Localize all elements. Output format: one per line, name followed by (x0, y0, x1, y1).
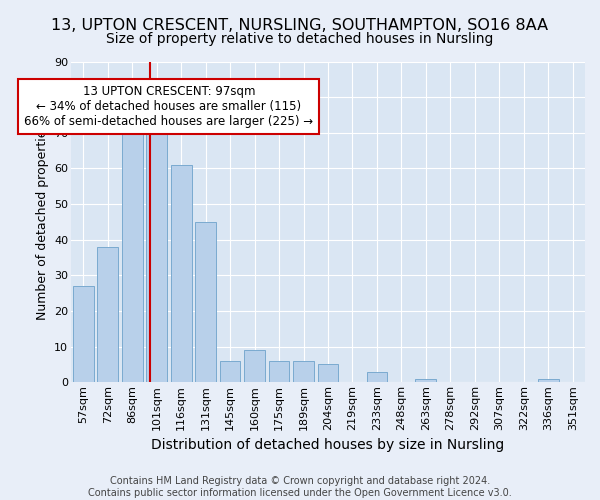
Bar (122, 129, 143, 382)
Text: 13 UPTON CRESCENT: 97sqm
← 34% of detached houses are smaller (115)
66% of semi-: 13 UPTON CRESCENT: 97sqm ← 34% of detach… (25, 84, 313, 128)
X-axis label: Distribution of detached houses by size in Nursling: Distribution of detached houses by size … (151, 438, 505, 452)
Y-axis label: Number of detached properties: Number of detached properties (35, 124, 49, 320)
Bar (415, 378, 436, 382)
Bar (220, 361, 241, 382)
Bar (195, 222, 216, 382)
Bar (73, 286, 94, 382)
Bar (146, 133, 167, 382)
Bar (269, 361, 289, 382)
Bar (244, 350, 265, 382)
Bar (293, 361, 314, 382)
Bar (367, 372, 388, 382)
Text: 13, UPTON CRESCENT, NURSLING, SOUTHAMPTON, SO16 8AA: 13, UPTON CRESCENT, NURSLING, SOUTHAMPTO… (52, 18, 548, 32)
Text: Contains HM Land Registry data © Crown copyright and database right 2024.
Contai: Contains HM Land Registry data © Crown c… (88, 476, 512, 498)
Bar (317, 364, 338, 382)
Bar (538, 378, 559, 382)
Bar (171, 165, 191, 382)
Bar (97, 247, 118, 382)
Text: Size of property relative to detached houses in Nursling: Size of property relative to detached ho… (106, 32, 494, 46)
